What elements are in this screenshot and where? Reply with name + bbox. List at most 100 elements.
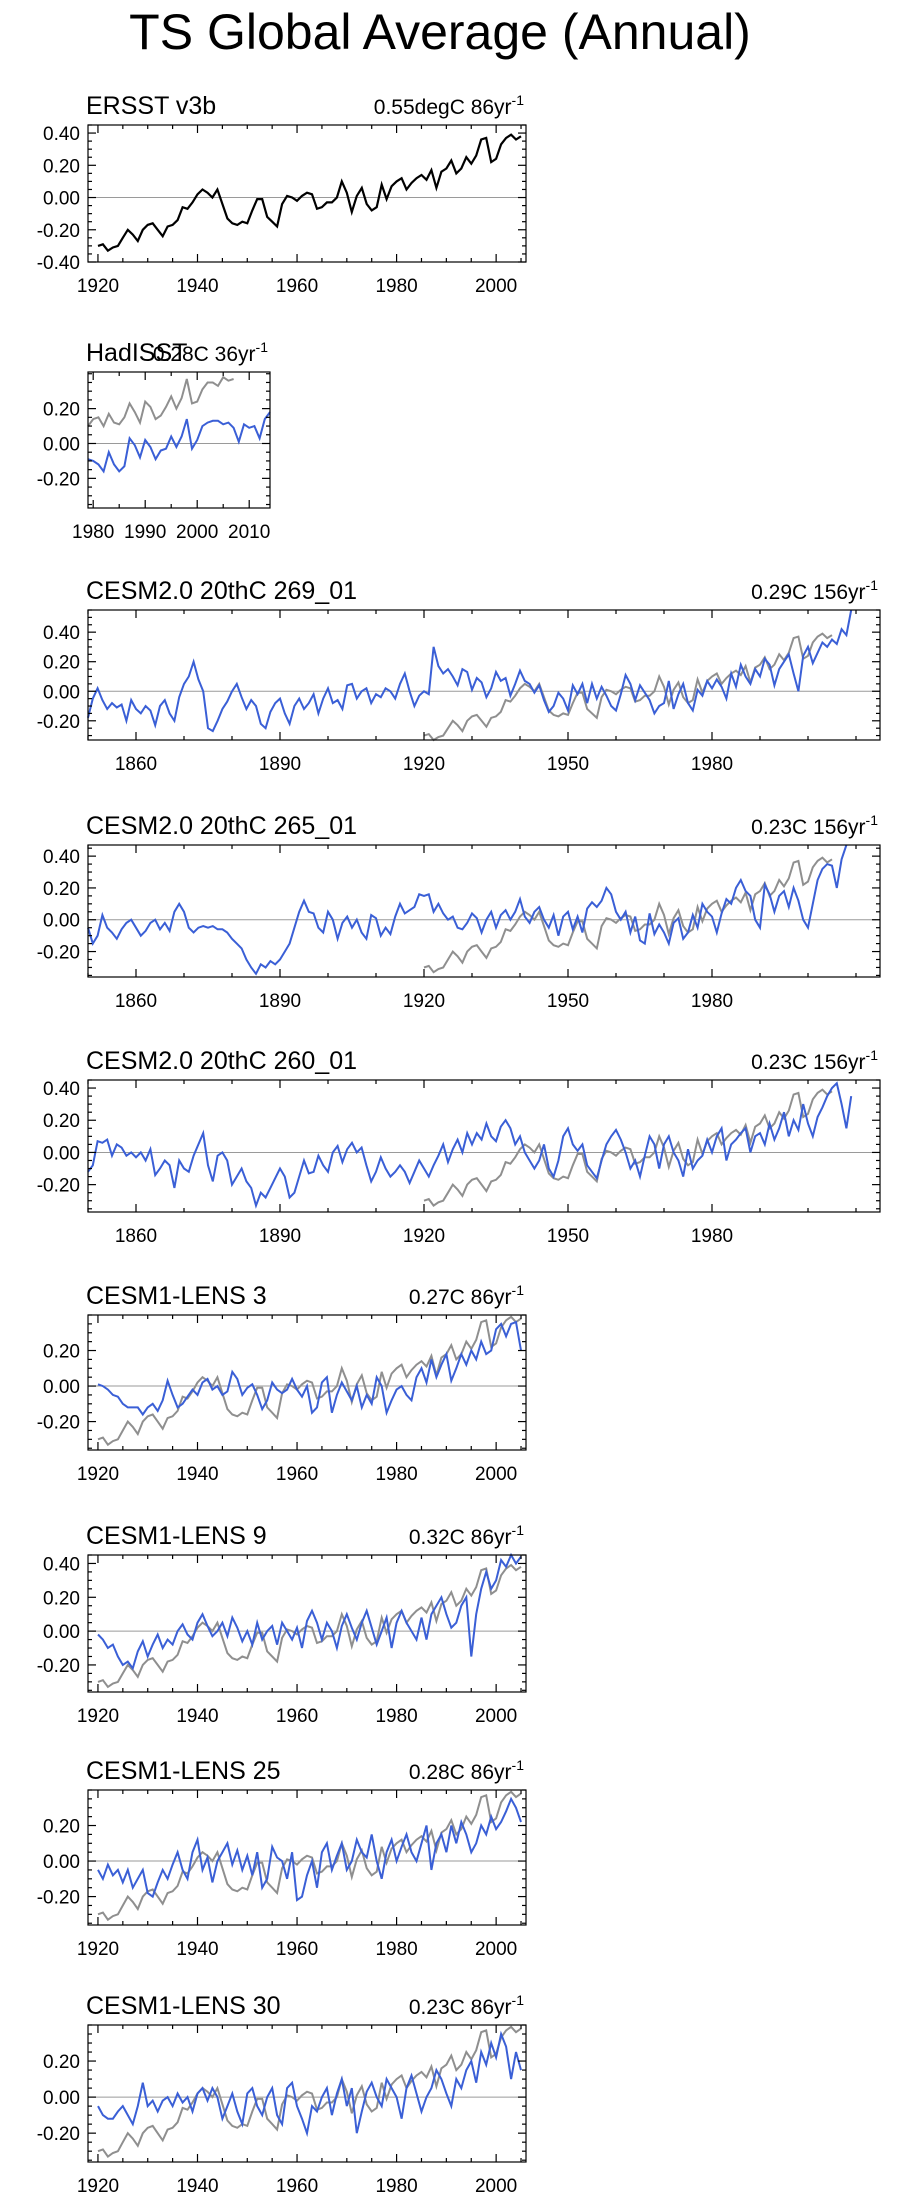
chart-panel-6: 1920 1940 1960 1980 2000 -0.20 0.00 0.20 CESM1-L… [37,1282,527,1485]
plot-frame [87,124,527,263]
x-tick-label: 1940 [176,1706,218,1727]
y-tick-label: 0.40 [43,1554,80,1575]
x-tick-label: 1960 [276,2176,318,2197]
series-line-observed [97,1563,522,1689]
trend-value: 0.29C 156yr [751,581,865,604]
trend-exponent: -1 [866,812,879,828]
plot-frame [87,1314,527,1451]
series-line-observed [423,856,833,974]
x-tick-label: 1940 [176,276,218,297]
y-tick-label: 0.00 [43,911,80,932]
y-tick-label: -0.20 [37,221,80,242]
trend-value: 0.23C 156yr [751,1051,865,1074]
y-tick-label: 0.00 [43,434,80,455]
y-tick-label: 0.20 [43,1111,80,1132]
page-title: TS Global Average (Annual) [129,4,751,60]
x-tick-label: 1860 [115,754,157,775]
y-tick-label: -0.40 [37,253,80,274]
trend-value: 0.32C 86yr [409,1526,512,1549]
x-tick-label: 1890 [259,1226,301,1247]
plot-frame [87,371,271,509]
x-tick-label: 1940 [176,1939,218,1960]
x-tick-label: 1980 [375,1464,417,1485]
y-tick-label: 0.40 [43,623,80,644]
panel-title: ERSST v3b [86,92,216,120]
y-tick-label: 0.20 [43,1817,80,1838]
y-tick-label: 0.20 [43,653,80,674]
series-line-observed [423,632,833,742]
panel-title: CESM1-LENS 30 [86,1992,281,2020]
plot-frame [87,2024,527,2163]
chart-panel-3: 1860 1890 1920 1950 1980 -0.20 0.00 0.20 0.40 CES… [37,577,881,775]
panel-title: CESM2.0 20thC 265_01 [86,812,357,840]
panel-title: CESM2.0 20thC 269_01 [86,577,357,605]
plot-frame [87,1554,527,1693]
series-line-observed [87,375,234,429]
trend-label: 0.27C 86yr-1 [409,1282,524,1309]
x-tick-label: 1920 [77,2176,119,2197]
x-tick-label: 1980 [691,754,733,775]
trend-exponent: -1 [512,1757,525,1773]
series-line-model [87,411,271,474]
y-tick-label: -0.20 [37,1176,80,1197]
chart-panel-9: 1920 1940 1960 1980 2000 -0.20 0.00 0.20 CESM1-L… [37,1992,527,2197]
y-tick-label: -0.20 [37,1413,80,1434]
y-tick-label: 0.00 [43,2088,80,2109]
x-tick-label: 1920 [403,1226,445,1247]
trend-value: 0.27C 86yr [409,1286,512,1309]
series-line-observed [97,1315,522,1447]
x-tick-label: 1860 [115,1226,157,1247]
y-tick-label: -0.20 [37,1888,80,1909]
series-line-model [87,609,853,733]
series-line-observed [97,2025,522,2159]
x-tick-label: 1950 [547,991,589,1012]
trend-label: 0.32C 86yr-1 [409,1522,524,1549]
y-tick-label: 0.40 [43,1079,80,1100]
x-tick-label: 1960 [276,1939,318,1960]
x-tick-label: 1940 [176,2176,218,2197]
x-tick-label: 1980 [375,2176,417,2197]
x-tick-label: 2000 [475,1939,517,1960]
chart-panel-7: 1920 1940 1960 1980 2000 -0.20 0.00 0.20 0.40 CES… [37,1522,527,1727]
x-tick-label: 2000 [475,2176,517,2197]
trend-value: 0.28C 36yr [153,343,256,366]
series-line-model [97,1796,522,1902]
x-tick-label: 1920 [77,1464,119,1485]
y-tick-label: 0.00 [43,1622,80,1643]
x-tick-label: 1890 [259,991,301,1012]
y-tick-label: -0.20 [37,943,80,964]
panel-title: CESM1-LENS 3 [86,1282,267,1310]
x-tick-label: 1920 [77,276,119,297]
panel-title: CESM2.0 20thC 260_01 [86,1047,357,1075]
trend-exponent: -1 [512,1522,525,1538]
x-tick-label: 1920 [403,991,445,1012]
y-tick-label: 0.20 [43,1342,80,1363]
panel-title: CESM1-LENS 25 [86,1757,281,1785]
y-tick-label: -0.20 [37,469,80,490]
panel-title: CESM1-LENS 9 [86,1522,267,1550]
y-tick-label: 0.00 [43,1377,80,1398]
x-tick-label: 1980 [691,1226,733,1247]
x-tick-label: 1920 [403,754,445,775]
x-tick-label: 1950 [547,754,589,775]
y-tick-label: 0.20 [43,879,80,900]
series-line-model [87,1081,853,1209]
y-tick-label: 0.00 [43,1852,80,1873]
trend-label: 0.55degC 86yr-1 [374,92,524,119]
series-line-model [97,1320,522,1417]
trend-exponent: -1 [512,1992,525,2008]
x-tick-label: 2000 [176,522,218,543]
x-tick-label: 1940 [176,1464,218,1485]
trend-label: 0.29C 156yr-1 [751,577,878,604]
y-tick-label: 0.20 [43,156,80,177]
series-line-model [87,844,848,976]
x-tick-label: 1960 [276,1706,318,1727]
trend-label: 0.23C 86yr-1 [409,1992,524,2019]
y-tick-label: -0.20 [37,2124,80,2145]
trend-label: 0.23C 156yr-1 [751,1047,878,1074]
panel-title: HadISST [86,339,187,367]
series-line-model [97,2030,522,2138]
series-line-ersst [97,133,522,253]
trend-exponent: -1 [256,339,269,355]
